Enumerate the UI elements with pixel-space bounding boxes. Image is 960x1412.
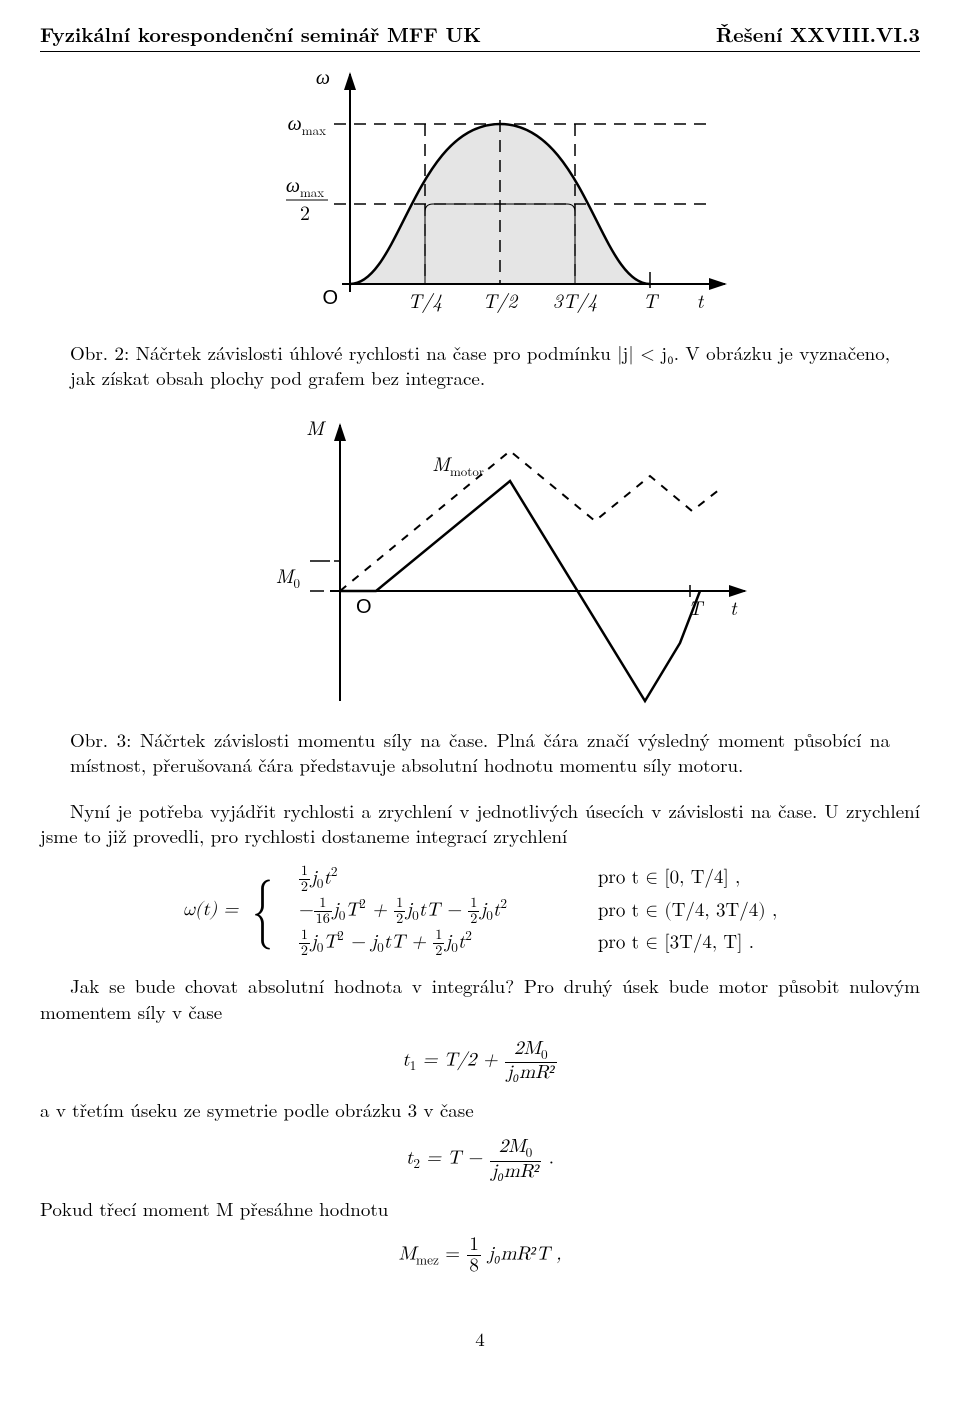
para-2: Jak se bude chovat absolutní hodnota v i… bbox=[40, 973, 920, 1024]
case-1-cond: pro t ∈ (T/4, 3T/4) , bbox=[598, 897, 777, 926]
fig2-wmax-sub: max bbox=[302, 120, 326, 139]
eq-t2-den: j₀mR² bbox=[492, 1162, 540, 1181]
fig3-yaxis-label: M bbox=[306, 412, 327, 441]
case-0-expr: 12j0t2 bbox=[298, 863, 598, 895]
figure-2: ω ωmax ωmax 2 O T/4 T/2 3T/4 T t bbox=[40, 64, 920, 330]
eq-mmez-eq: = bbox=[445, 1245, 466, 1264]
eq-t2-num-sub: 0 bbox=[526, 1146, 533, 1160]
fig3-xaxis-label: t bbox=[730, 592, 738, 621]
eq-mmez-rhs: j₀mR²T , bbox=[488, 1245, 561, 1264]
fig2-wmax: ω bbox=[288, 107, 302, 136]
page-number: 4 bbox=[40, 1326, 920, 1352]
fig2-whalf-top: ω bbox=[286, 169, 300, 198]
eq-t1-den: j₀mR² bbox=[507, 1063, 555, 1082]
eq-mmez-lhs-sub: mez bbox=[416, 1254, 439, 1268]
eq-t2-lhs-sub: 2 bbox=[413, 1157, 420, 1171]
fig3-origin: O bbox=[356, 596, 372, 618]
eq-t1-lhs: t bbox=[402, 1050, 409, 1069]
eq-omega: ω(t) = { 12j0t2pro t ∈ [0, T/4] , −116j0… bbox=[40, 863, 920, 959]
eq-t1-lhs-sub: 1 bbox=[410, 1059, 417, 1073]
fig2-xt3: T bbox=[643, 285, 660, 314]
case-2-cond: pro t ∈ [3T/4, T] . bbox=[598, 929, 754, 958]
para-4: Pokud třecí moment M přesáhne hodnotu bbox=[40, 1196, 920, 1222]
brace-icon: { bbox=[252, 876, 273, 946]
caption-3: Obr. 3: Náčrtek závislosti momentu síly … bbox=[40, 727, 920, 778]
eq-t2-tail: . bbox=[549, 1148, 554, 1167]
eq-mmez: Mmez = 1 8 j₀mR²T , bbox=[40, 1235, 920, 1276]
eq-omega-cases: 12j0t2pro t ∈ [0, T/4] , −116j0T2 + 12j0… bbox=[298, 863, 777, 959]
eq-mmez-fden: 8 bbox=[467, 1256, 481, 1276]
case-1-expr: −116j0T2 + 12j0tT − 12j0t2 bbox=[298, 895, 598, 927]
eq-t2: t2 = T − 2M0 j₀mR² . bbox=[40, 1137, 920, 1182]
fig2-xt0: T/4 bbox=[408, 285, 443, 314]
figure-3: M Mmotor M0 O T t bbox=[40, 411, 920, 717]
eq-t2-num: 2M bbox=[499, 1137, 526, 1156]
eq-t1: t1 = T/2 + 2M0 j₀mR² bbox=[40, 1039, 920, 1084]
fig3-motor-sub: motor bbox=[450, 461, 484, 480]
case-2-expr: 12j0T2 − j0tT + 12j0t2 bbox=[298, 927, 598, 959]
para-3: a v třetím úseku ze symetrie podle obráz… bbox=[40, 1097, 920, 1123]
eq-mmez-lhs: M bbox=[399, 1245, 416, 1264]
caption-2: Obr. 2: Náčrtek závislosti úhlové rychlo… bbox=[40, 340, 920, 391]
eq-t2-mid: = T − bbox=[426, 1148, 488, 1167]
figure-2-svg: ω ωmax ωmax 2 O T/4 T/2 3T/4 T t bbox=[220, 64, 740, 324]
eq-omega-lhs: ω(t) = bbox=[183, 900, 245, 919]
case-0-cond: pro t ∈ [0, T/4] , bbox=[598, 864, 740, 893]
svg-text:M0: M0 bbox=[276, 560, 300, 592]
eq-t1-mid: = T/2 + bbox=[423, 1050, 504, 1069]
fig3-m0-sub: 0 bbox=[294, 573, 301, 592]
fig2-xaxis-label: t bbox=[697, 285, 705, 314]
fig2-yaxis-label: ω bbox=[316, 64, 330, 90]
svg-text:Mmotor: Mmotor bbox=[432, 448, 484, 480]
fig2-origin: O bbox=[322, 287, 338, 309]
eq-mmez-fnum: 1 bbox=[467, 1235, 481, 1256]
eq-t1-num: 2M bbox=[514, 1039, 541, 1058]
fig2-whalf-den: 2 bbox=[300, 197, 310, 226]
header-left: Fyzikální korespondenční seminář MFF UK bbox=[40, 20, 481, 47]
eq-t1-num-sub: 0 bbox=[541, 1047, 548, 1061]
header-right: Řešení XXVIII.VI.3 bbox=[716, 20, 920, 47]
fig2-xt1: T/2 bbox=[483, 285, 520, 314]
para-1: Nyní je potřeba vyjádřit rychlosti a zry… bbox=[40, 798, 920, 849]
figure-3-svg: M Mmotor M0 O T t bbox=[200, 411, 760, 711]
svg-text:ωmax: ωmax bbox=[288, 107, 326, 139]
fig2-xt2: 3T/4 bbox=[553, 285, 598, 314]
page-header: Fyzikální korespondenční seminář MFF UK … bbox=[40, 20, 920, 52]
